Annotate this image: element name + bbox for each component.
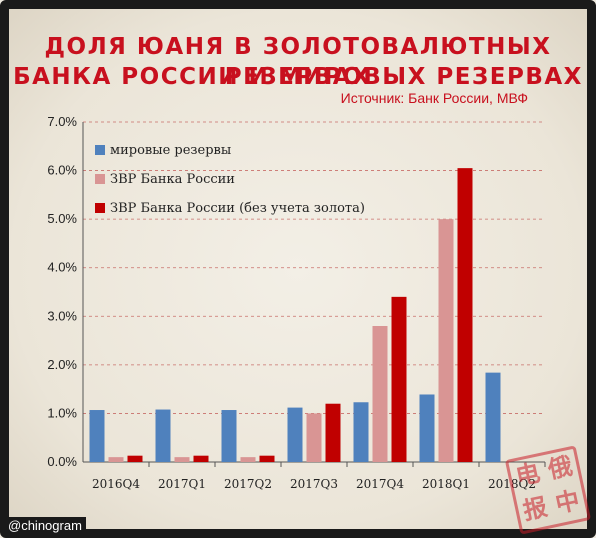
stamp-char: 中 (552, 485, 583, 519)
bar (457, 168, 473, 462)
y-tick-label: 5.0% (47, 211, 77, 226)
legend-swatch (95, 145, 105, 155)
bar (89, 410, 105, 462)
x-tick-label: 2016Q4 (92, 477, 140, 491)
stamp-seal: 电 俄 报 中 (504, 445, 592, 535)
bar (485, 372, 501, 462)
bar (287, 407, 303, 462)
x-tick-label: 2017Q4 (356, 477, 404, 491)
x-tick-label: 2018Q2 (488, 477, 536, 491)
bar (108, 457, 124, 462)
watermark-handle: @chinogram (4, 517, 86, 534)
y-tick-label: 7.0% (47, 114, 77, 129)
bar (193, 455, 209, 462)
legend-swatch (95, 174, 105, 184)
bar (419, 394, 435, 462)
x-tick-label: 2017Q2 (224, 477, 272, 491)
x-tick-label: 2018Q1 (422, 477, 470, 491)
bar (221, 410, 237, 462)
bar (438, 219, 454, 462)
chart-source: Источник: Банк России, МВФ (340, 90, 528, 106)
bar (174, 457, 190, 462)
chart-title-line-1: Доля юаня в золотовалютных резервах (44, 34, 552, 90)
y-tick-label: 6.0% (47, 163, 77, 178)
bar (325, 403, 341, 462)
y-tick-label: 4.0% (47, 260, 77, 275)
x-tick-label: 2017Q1 (158, 477, 206, 491)
bar (353, 402, 369, 462)
y-tick-label: 0.0% (47, 454, 77, 469)
bar (372, 326, 388, 462)
legend-label: ЗВР Банка России (110, 172, 235, 187)
x-tick-label: 2017Q3 (290, 477, 338, 491)
y-tick-label: 3.0% (47, 308, 77, 323)
chart-title-line-2: Банка России и мировых резервах (13, 64, 583, 90)
legend-label: ЗВР Банка России (без учета золота) (110, 201, 365, 216)
bar (259, 455, 275, 462)
legend-swatch (95, 203, 105, 213)
y-tick-label: 1.0% (47, 405, 77, 420)
bar (127, 455, 143, 462)
bar (240, 457, 256, 462)
bar (391, 296, 407, 462)
legend-label: мировые резервы (110, 143, 231, 158)
y-tick-label: 2.0% (47, 357, 77, 372)
bar (155, 409, 171, 462)
bar (306, 413, 322, 462)
